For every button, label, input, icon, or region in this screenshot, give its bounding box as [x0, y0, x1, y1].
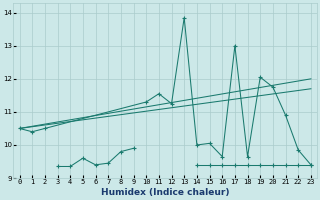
X-axis label: Humidex (Indice chaleur): Humidex (Indice chaleur) — [101, 188, 229, 197]
